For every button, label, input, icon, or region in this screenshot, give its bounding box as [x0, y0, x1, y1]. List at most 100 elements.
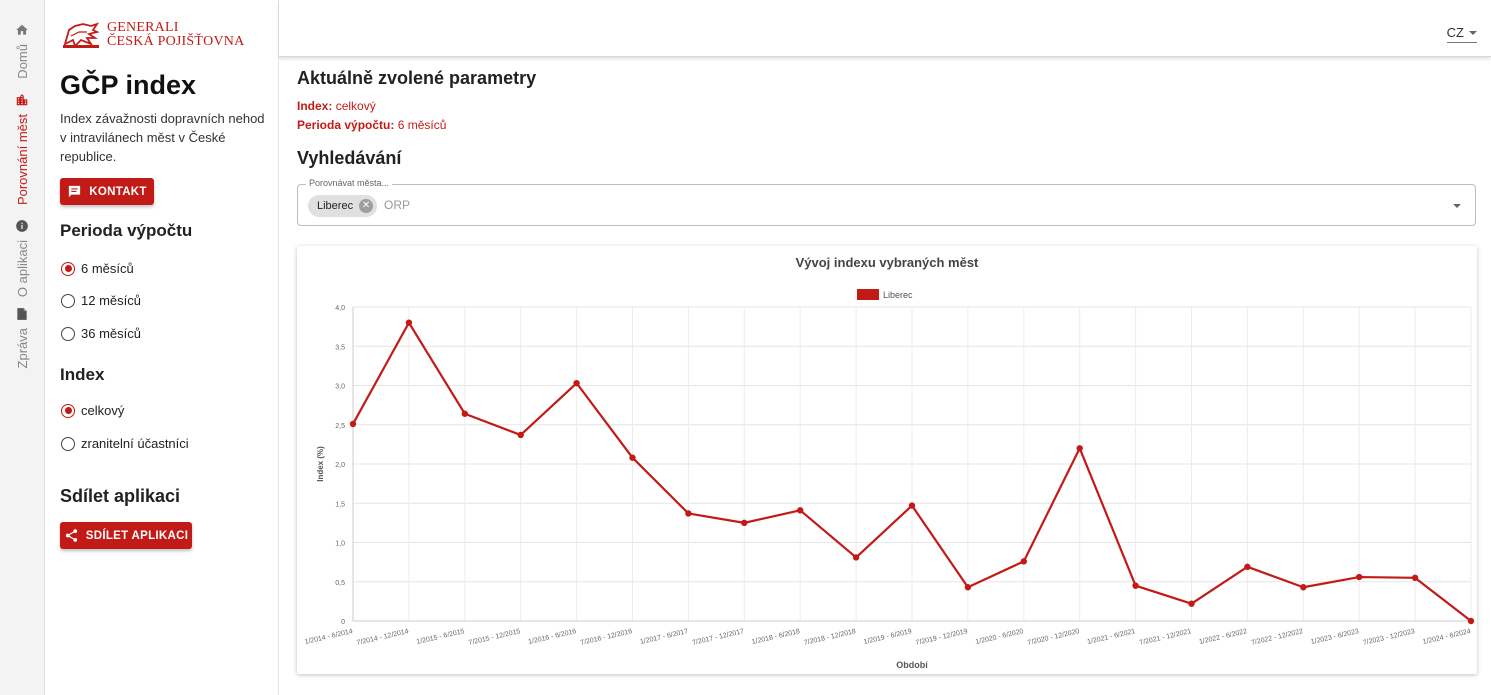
language-select[interactable]: CZ	[1446, 25, 1477, 43]
x-tick-label: 7/2017 - 12/2017	[692, 628, 745, 647]
nav-item-home[interactable]: Domů	[0, 22, 44, 79]
y-axis-title: Index (%)	[316, 446, 325, 482]
nav-item-report[interactable]: Zpráva	[0, 306, 44, 368]
y-tick-label: 3,5	[335, 344, 345, 351]
chevron-down-icon	[1469, 30, 1477, 35]
data-point	[405, 319, 413, 326]
data-point	[1356, 573, 1363, 581]
app-description: Index závažnosti dopravních nehod v intr…	[60, 111, 265, 164]
radio-circle	[61, 261, 75, 276]
x-tick-label: 7/2018 - 12/2018	[803, 628, 856, 647]
period-heading: Perioda výpočtu	[60, 221, 193, 240]
city-compare-select[interactable]: Porovnávat města... Liberec ✕ ORP	[297, 178, 1476, 226]
data-point	[517, 431, 524, 439]
data-point	[741, 519, 748, 527]
y-tick-label: 3,0	[335, 384, 345, 391]
logo-line1: GENERALI	[107, 20, 179, 35]
x-tick-label: 1/2020 - 6/2020	[975, 628, 1024, 646]
select-placeholder: ORP	[384, 198, 411, 212]
x-tick-label: 1/2014 - 6/2014	[304, 628, 353, 646]
x-tick-label: 7/2022 - 12/2022	[1251, 628, 1304, 647]
radio-circle	[61, 403, 75, 418]
param-period-label: Perioda výpočtu:	[297, 118, 395, 132]
param-index-value: celkový	[335, 99, 376, 113]
data-point	[461, 410, 468, 417]
city-icon	[14, 92, 30, 108]
radio-label: zranitelní účastníci	[81, 436, 189, 451]
lion-icon	[63, 22, 100, 48]
nav-rail: Domů Porovnání měst O aplikaci Zpráva	[0, 0, 45, 695]
data-point	[1188, 600, 1195, 607]
radio-period-12[interactable]: 12 měsíců	[61, 293, 141, 308]
nav-item-city-comparison[interactable]: Porovnání měst	[0, 92, 44, 205]
chart-card: Vývoj indexu vybraných měst Liberec 0 0,5 1,…	[297, 246, 1477, 674]
city-chip[interactable]: Liberec ✕	[308, 195, 378, 217]
data-point	[1076, 445, 1083, 452]
data-point	[685, 510, 692, 517]
chip-label: Liberec	[317, 200, 354, 212]
x-tick-label: 7/2015 - 12/2015	[468, 628, 521, 647]
radio-circle	[61, 293, 75, 308]
data-point	[1300, 584, 1307, 591]
select-label: Porovnávat města...	[306, 178, 393, 188]
radio-index-vulnerable[interactable]: zranitelní účastníci	[61, 436, 189, 451]
y-tick-label: 1,0	[335, 541, 345, 548]
data-point	[852, 554, 860, 561]
param-index: Index: celkový	[297, 99, 376, 113]
line-chart: Vývoj indexu vybraných měst Liberec 0 0,5 1,…	[304, 255, 1475, 670]
radio-index-total[interactable]: celkový	[61, 403, 124, 418]
x-tick-label: 1/2019 - 6/2019	[863, 628, 912, 646]
share-icon	[65, 529, 77, 542]
y-tick-label: 0	[341, 619, 345, 626]
message-icon	[69, 185, 81, 198]
x-tick-label: 7/2014 - 12/2014	[356, 628, 409, 647]
top-bar: CZ	[279, 0, 1491, 57]
nav-item-about[interactable]: O aplikaci	[0, 218, 44, 297]
share-heading: Sdílet aplikaci	[60, 486, 181, 506]
radio-label: 12 měsíců	[81, 293, 141, 308]
nav-label: Porovnání měst	[14, 114, 30, 206]
language-value: CZ	[1446, 25, 1464, 40]
radio-label: 36 měsíců	[81, 326, 141, 341]
contact-button-label: KONTAKT	[89, 185, 147, 198]
nav-label: O aplikaci	[14, 240, 30, 298]
chip-remove-icon[interactable]: ✕	[359, 199, 374, 213]
data-point	[797, 507, 804, 514]
x-tick-label: 1/2023 - 6/2023	[1310, 628, 1359, 646]
params-heading: Aktuálně zvolené parametry	[297, 68, 537, 88]
data-point	[1020, 558, 1027, 565]
data-point	[629, 454, 636, 461]
contact-button[interactable]: KONTAKT	[60, 178, 154, 205]
share-button-label: SDÍLET APLIKACI	[85, 529, 189, 542]
x-tick-label: 7/2016 - 12/2016	[580, 628, 633, 647]
param-period-value: 6 měsíců	[397, 118, 447, 132]
y-tick-label: 2,5	[335, 423, 345, 430]
legend-label: Liberec	[883, 290, 913, 300]
radio-label: 6 měsíců	[81, 261, 134, 276]
param-index-label: Index:	[297, 99, 333, 113]
x-tick-label: 1/2016 - 6/2016	[528, 628, 577, 646]
radio-circle	[61, 436, 75, 451]
home-icon	[14, 22, 30, 38]
share-button[interactable]: SDÍLET APLIKACI	[60, 522, 192, 549]
x-tick-label: 7/2020 - 12/2020	[1027, 628, 1080, 647]
y-tick-label: 4,0	[335, 305, 345, 312]
data-point	[908, 502, 916, 509]
data-point	[1132, 582, 1139, 589]
x-tick-label: 7/2023 - 12/2023	[1362, 628, 1415, 647]
radio-period-6[interactable]: 6 měsíců	[61, 261, 134, 276]
x-tick-label: 1/2021 - 6/2021	[1087, 628, 1136, 646]
nav-label: Domů	[14, 44, 30, 79]
data-point	[573, 379, 580, 387]
data-point	[964, 584, 972, 591]
radio-label: celkový	[81, 403, 125, 418]
x-tick-label: 1/2018 - 6/2018	[751, 628, 800, 646]
chevron-down-icon[interactable]	[1453, 204, 1461, 208]
search-heading: Vyhledávání	[297, 148, 402, 168]
legend-swatch	[857, 289, 879, 300]
index-heading: Index	[60, 365, 105, 384]
radio-period-36[interactable]: 36 měsíců	[61, 326, 141, 341]
logo-line2: ČESKÁ POJIŠŤOVNA	[107, 34, 245, 49]
data-point	[349, 420, 357, 428]
generali-logo: GENERALI ČESKÁ POJIŠŤOVNA	[61, 20, 244, 50]
